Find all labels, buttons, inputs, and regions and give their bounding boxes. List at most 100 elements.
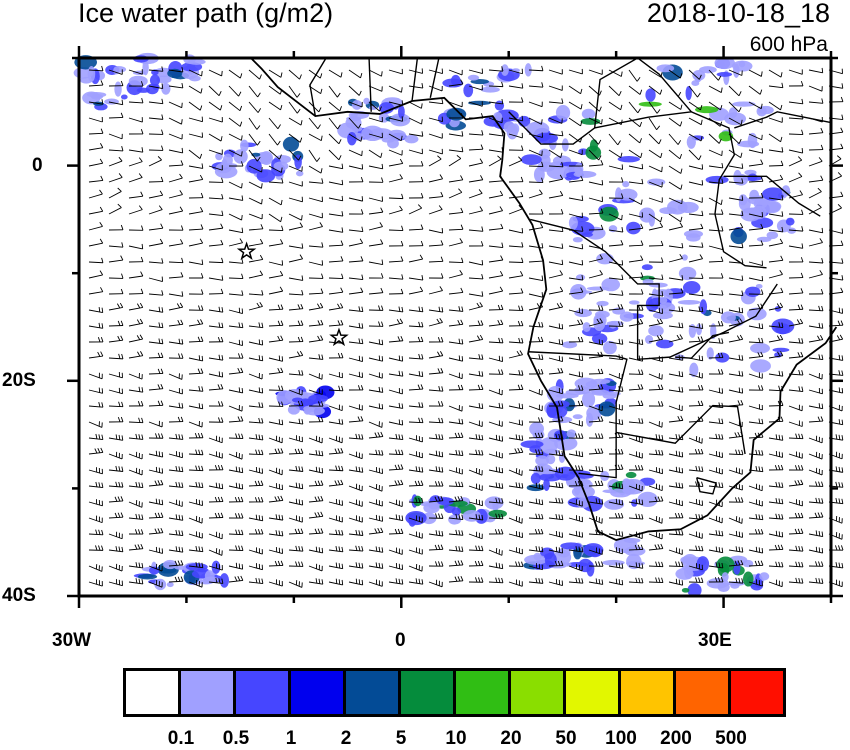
wind-barb xyxy=(808,175,824,183)
wind-barb xyxy=(208,336,224,343)
wind-barb xyxy=(648,384,664,391)
iwp-cell xyxy=(608,321,618,329)
wind-barb xyxy=(648,117,661,131)
wind-barb xyxy=(648,257,664,263)
iwp-cell xyxy=(221,158,228,169)
wind-barb xyxy=(768,211,784,217)
wind-barb xyxy=(528,369,544,375)
wind-barb xyxy=(368,207,384,215)
wind-barb xyxy=(768,82,784,89)
wind-barb xyxy=(268,197,283,206)
iwp-cell xyxy=(645,88,656,102)
wind-barb xyxy=(308,373,323,380)
iwp-cell xyxy=(647,178,666,186)
wind-barb xyxy=(88,564,103,572)
wind-barb xyxy=(148,66,164,72)
wind-barb xyxy=(668,322,684,329)
wind-barb xyxy=(528,161,544,168)
wind-barb xyxy=(788,433,804,440)
wind-barb xyxy=(428,495,444,503)
star-icon xyxy=(236,241,257,261)
wind-barb xyxy=(328,320,344,327)
iwp-cell xyxy=(463,83,474,98)
wind-barb xyxy=(408,384,424,391)
iwp-cell xyxy=(699,299,708,315)
wind-barb xyxy=(388,274,404,280)
iwp-cell xyxy=(423,502,440,514)
wind-barb xyxy=(268,69,283,78)
iwp-cell xyxy=(467,74,480,81)
wind-barb xyxy=(608,578,624,586)
wind-barb xyxy=(108,434,124,441)
wind-barb xyxy=(548,149,563,159)
wind-barb xyxy=(408,101,423,109)
wind-barb xyxy=(808,227,824,234)
wind-barb xyxy=(748,176,764,183)
wind-barb xyxy=(548,259,564,266)
wind-barb xyxy=(368,85,383,92)
wind-barb xyxy=(488,497,504,504)
wind-barb xyxy=(208,69,223,77)
wind-barb xyxy=(288,561,304,567)
wind-barb xyxy=(528,292,544,298)
wind-barb xyxy=(148,479,164,487)
wind-barb xyxy=(768,544,784,551)
wind-barb xyxy=(228,482,244,490)
wind-barb xyxy=(128,578,144,585)
wind-barb xyxy=(628,465,644,471)
iwp-cell xyxy=(637,491,658,508)
wind-barb xyxy=(568,212,583,219)
wind-barb xyxy=(688,322,704,329)
map-plot xyxy=(67,46,844,608)
wind-barb xyxy=(688,149,702,161)
wind-barb xyxy=(568,546,584,553)
wind-barb xyxy=(548,355,563,362)
wind-barb xyxy=(228,562,244,570)
wind-barb xyxy=(468,302,483,311)
wind-barb xyxy=(468,467,483,476)
wind-barb xyxy=(708,178,724,184)
wind-barb xyxy=(388,85,403,93)
iwp-cell xyxy=(688,323,697,338)
wind-barb xyxy=(608,290,624,296)
wind-barb xyxy=(808,238,823,247)
wind-barb xyxy=(388,288,404,295)
wind-barb xyxy=(588,69,603,75)
wind-barb xyxy=(188,101,203,111)
wind-barb xyxy=(328,529,344,536)
wind-barb xyxy=(668,512,684,519)
wind-barb xyxy=(808,481,824,487)
wind-barb xyxy=(308,416,324,423)
wind-barb xyxy=(468,101,483,107)
wind-barb xyxy=(508,434,524,441)
wind-barb xyxy=(408,83,424,89)
wind-barb xyxy=(528,223,544,231)
wind-barb xyxy=(148,383,164,391)
wind-barb xyxy=(668,181,683,190)
iwp-cell xyxy=(530,472,541,485)
iwp-cell xyxy=(137,573,158,580)
wind-barb xyxy=(688,290,704,297)
wind-barb xyxy=(248,101,262,113)
colorbar-label: 500 xyxy=(715,728,747,749)
wind-barb xyxy=(348,578,364,586)
wind-barb xyxy=(328,149,342,161)
colorbar-label: 50 xyxy=(555,728,577,749)
wind-barb xyxy=(408,531,423,539)
wind-barb xyxy=(108,255,124,263)
wind-barb xyxy=(568,101,583,110)
iwp-cell xyxy=(733,561,741,575)
iwp-cell xyxy=(304,406,325,416)
wind-barb xyxy=(308,260,324,266)
wind-barb xyxy=(588,196,603,203)
wind-barb xyxy=(508,242,524,248)
wind-barb xyxy=(428,174,444,183)
iwp-cell xyxy=(197,567,209,573)
wind-barb xyxy=(188,224,204,231)
wind-barb xyxy=(248,355,264,362)
wind-barb xyxy=(628,355,644,362)
wind-barb xyxy=(468,158,484,167)
wind-barb xyxy=(688,481,704,487)
iwp-cell xyxy=(750,359,771,373)
iwp-cell xyxy=(378,102,394,114)
